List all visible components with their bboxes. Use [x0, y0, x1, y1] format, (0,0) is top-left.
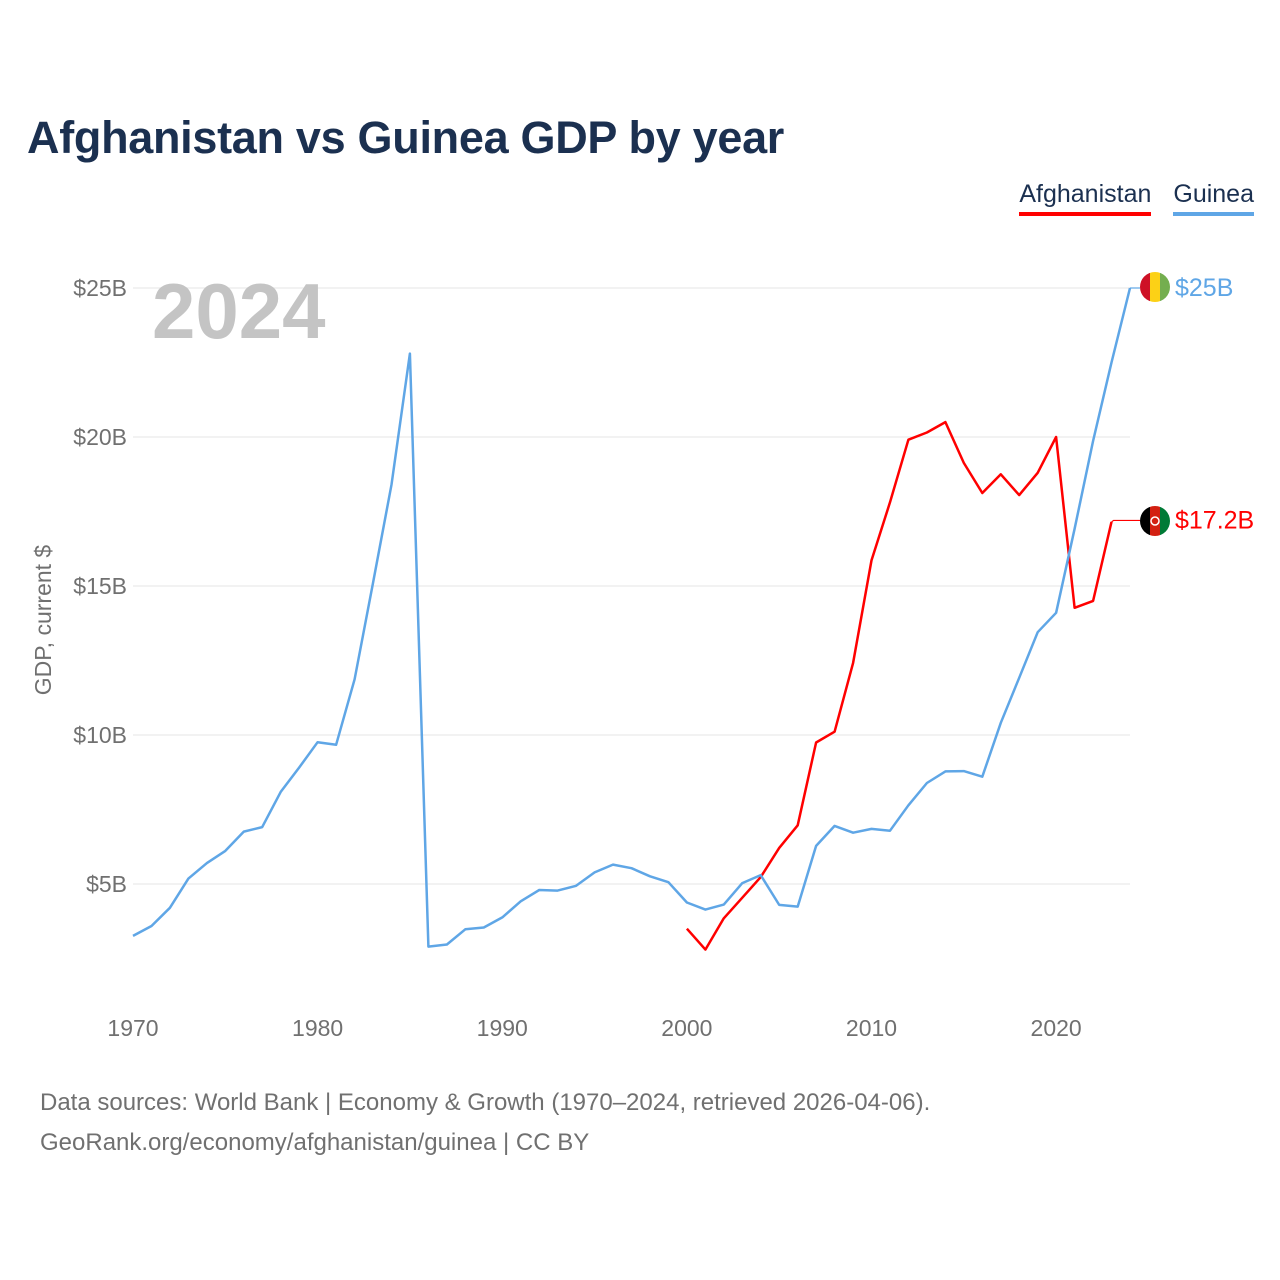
- y-tick-label: $5B: [86, 871, 127, 897]
- source-line: Data sources: World Bank | Economy & Gro…: [40, 1089, 931, 1116]
- y-axis-label: GDP, current $: [30, 545, 56, 696]
- x-tick-label: 1990: [477, 1015, 528, 1041]
- y-tick-label: $25B: [73, 275, 127, 301]
- guinea-flag-icon: [1140, 272, 1170, 302]
- afghanistan-flag-icon: [1140, 506, 1170, 536]
- x-tick-label: 2000: [661, 1015, 712, 1041]
- x-tick-label: 2010: [846, 1015, 897, 1041]
- end-value-label-afghanistan: $17.2B: [1175, 506, 1254, 534]
- end-connector-afghanistan: [1111, 519, 1140, 523]
- legend-afghanistan[interactable]: Afghanistan: [1019, 180, 1152, 216]
- series-line-guinea: [132, 287, 1132, 948]
- chart-title: Afghanistan vs Guinea GDP by year: [27, 112, 785, 163]
- y-tick-label: $10B: [73, 722, 127, 748]
- y-tick-label: $20B: [73, 424, 127, 450]
- chart-legend: Afghanistan Guinea: [1019, 180, 1254, 216]
- y-tick-label: $15B: [73, 573, 127, 599]
- gdp-line-chart: $5B $10B $15B $20B $25B 1970 1980 1990 2000 2010…: [30, 267, 1254, 1041]
- source-footer: Data sources: World Bank | Economy & Gro…: [40, 1083, 930, 1163]
- x-tick-label: 1970: [107, 1015, 158, 1041]
- x-tick-label: 2020: [1031, 1015, 1082, 1041]
- x-tick-label: 1980: [292, 1015, 343, 1041]
- legend-guinea[interactable]: Guinea: [1173, 180, 1254, 216]
- current-year-label: 2024: [152, 267, 326, 355]
- end-value-label-guinea: $25B: [1175, 274, 1233, 302]
- series-line-afghanistan: [685, 420, 1113, 951]
- attribution-line[interactable]: GeoRank.org/economy/afghanistan/guinea |…: [40, 1129, 590, 1156]
